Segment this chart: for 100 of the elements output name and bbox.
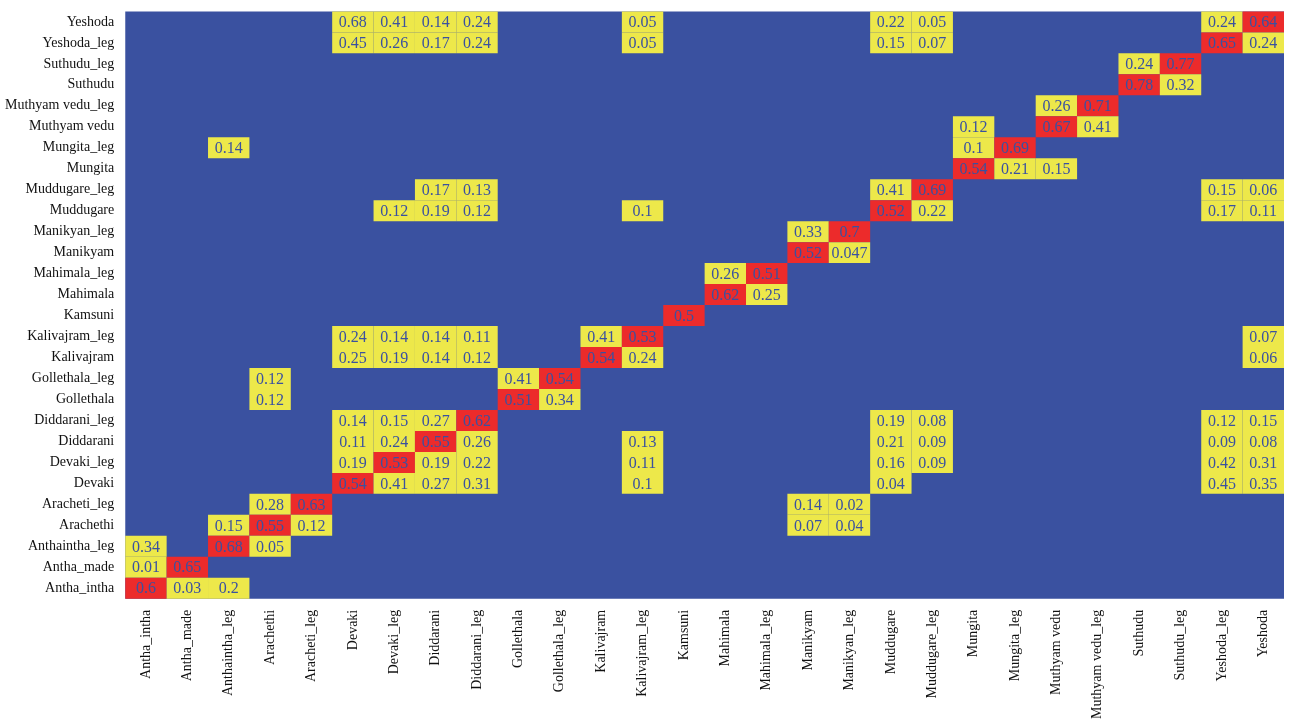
data-label: 0.15 — [1249, 411, 1278, 429]
x-tick-label: Devaki_leg — [385, 609, 401, 675]
data-label: 0.06 — [1249, 180, 1278, 198]
x-tick-label: Arachethi — [261, 609, 277, 665]
data-label: 0.24 — [463, 13, 492, 31]
y-tick-label: Gollethala_leg — [31, 370, 115, 386]
data-label: 0.64 — [1249, 13, 1278, 31]
data-label: 0.55 — [256, 516, 285, 534]
data-label: 0.33 — [794, 222, 823, 240]
x-tick-label: Mahimala — [716, 608, 732, 667]
data-label: 0.1 — [963, 138, 984, 156]
data-label: 0.67 — [1042, 117, 1071, 135]
data-label: 0.19 — [421, 201, 450, 219]
data-label: 0.26 — [711, 264, 740, 282]
data-label: 0.12 — [297, 516, 326, 534]
x-tick-label: Devaki — [344, 609, 360, 651]
data-label: 0.24 — [628, 348, 657, 366]
data-label: 0.32 — [1166, 76, 1195, 94]
data-label: 0.65 — [173, 558, 202, 576]
data-label: 0.09 — [1207, 432, 1236, 450]
x-tick-label: Anthaintha_leg — [220, 609, 236, 697]
data-label: 0.63 — [297, 495, 326, 513]
y-tick-label: Muthyam vedu_leg — [4, 97, 115, 113]
data-label: 0.52 — [794, 243, 823, 261]
x-tick-label: Muthyam vedu — [1048, 609, 1064, 695]
data-label: 0.04 — [835, 516, 864, 534]
data-label: 0.14 — [794, 495, 823, 513]
data-label: 0.13 — [463, 180, 492, 198]
data-label: 0.26 — [1042, 97, 1071, 114]
data-label: 0.55 — [421, 432, 450, 450]
data-label: 0.62 — [463, 411, 492, 429]
data-label: 0.11 — [1249, 201, 1278, 219]
data-label: 0.17 — [421, 34, 450, 52]
data-label: 0.07 — [794, 516, 823, 534]
x-tick-label: Kalivajram_leg — [634, 609, 650, 697]
data-label: 0.12 — [463, 348, 492, 366]
data-label: 0.14 — [380, 327, 409, 345]
y-tick-label: Devaki — [73, 475, 115, 491]
data-label: 0.27 — [421, 474, 450, 492]
data-label: 0.54 — [545, 369, 574, 387]
y-tick-label: Arachethi — [59, 517, 115, 532]
data-label: 0.15 — [876, 34, 905, 52]
data-label: 0.7 — [839, 222, 860, 240]
data-label: 0.52 — [876, 201, 905, 219]
data-label: 0.28 — [256, 495, 285, 513]
data-label: 0.24 — [463, 34, 492, 52]
data-label: 0.16 — [876, 453, 905, 471]
y-tick-label: Mungita_leg — [42, 139, 115, 155]
data-label: 0.34 — [131, 537, 160, 555]
x-tick-label: Manikyan_leg — [841, 609, 857, 691]
data-label: 0.41 — [504, 369, 533, 387]
data-label: 0.22 — [463, 453, 492, 471]
data-label: 0.41 — [380, 13, 409, 31]
x-tick-label: Yeshoda — [1254, 608, 1270, 658]
data-label: 0.04 — [876, 474, 905, 492]
data-label: 0.65 — [1207, 34, 1236, 52]
y-tick-label: Antha_intha — [45, 579, 116, 595]
x-tick-label: Aracheti_leg — [303, 609, 319, 683]
x-tick-label: Muddugare — [882, 609, 898, 675]
data-label: 0.05 — [628, 34, 657, 52]
y-tick-label: Anthaintha_leg — [27, 537, 115, 553]
data-label: 0.11 — [628, 453, 657, 471]
y-tick-label: Diddarani_leg — [34, 412, 115, 428]
data-label: 0.01 — [131, 558, 160, 576]
data-label: 0.25 — [752, 285, 781, 303]
y-tick-label: Mahimala — [57, 286, 116, 302]
data-label: 0.77 — [1166, 55, 1195, 73]
y-tick-label: Manikyan_leg — [33, 223, 115, 239]
y-tick-label: Muddugare_leg — [25, 181, 115, 197]
x-tick-label: Gollethala_leg — [551, 609, 567, 693]
y-tick-label: Antha_made — [42, 558, 115, 574]
data-label: 0.22 — [918, 201, 947, 219]
data-label: 0.26 — [463, 432, 492, 450]
y-tick-label: Diddarani — [58, 433, 115, 449]
data-label: 0.12 — [256, 369, 285, 387]
data-label: 0.047 — [831, 243, 868, 261]
data-label: 0.71 — [1083, 97, 1112, 114]
data-label: 0.62 — [711, 285, 740, 303]
data-label: 0.07 — [1249, 327, 1278, 345]
y-tick-label: Kalivajram_leg — [27, 328, 115, 344]
data-label: 0.15 — [1207, 180, 1236, 198]
data-label: 0.34 — [545, 390, 574, 408]
data-label: 0.24 — [1249, 34, 1278, 52]
data-label: 0.24 — [338, 327, 367, 345]
data-label: 0.31 — [463, 474, 492, 492]
data-label: 0.24 — [380, 432, 409, 450]
data-label: 0.41 — [1083, 117, 1112, 135]
data-label: 0.42 — [1207, 453, 1236, 471]
data-label: 0.07 — [918, 34, 947, 52]
data-label: 0.1 — [632, 474, 653, 492]
y-tick-label: Kamsuni — [63, 307, 115, 323]
data-label: 0.41 — [876, 180, 905, 198]
data-label: 0.6 — [135, 579, 156, 597]
data-label: 0.19 — [421, 453, 450, 471]
data-label: 0.15 — [214, 516, 243, 534]
y-tick-label: Suthudu — [67, 76, 115, 92]
data-label: 0.15 — [380, 411, 409, 429]
data-label: 0.53 — [380, 453, 409, 471]
data-label: 0.68 — [338, 13, 367, 31]
y-tick-label: Muddugare — [49, 202, 115, 218]
